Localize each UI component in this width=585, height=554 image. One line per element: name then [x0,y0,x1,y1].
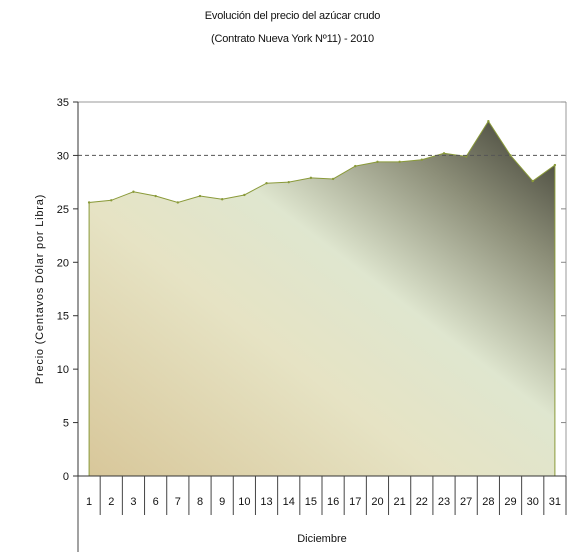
data-point-29 [509,154,512,157]
x-tick-label-10: 10 [238,496,250,508]
x-tick-label-14: 14 [283,496,295,508]
data-point-28 [487,120,490,123]
x-tick-label-1: 1 [86,496,92,508]
x-axis-label: Diciembre [297,533,347,545]
data-point-16 [331,177,335,181]
data-point-8 [198,194,202,198]
data-point-13 [265,182,268,185]
x-tick-label-21: 21 [394,496,406,508]
x-tick-label-28: 28 [482,496,494,508]
x-tick-label-7: 7 [175,496,181,508]
y-tick-label-10: 10 [57,364,69,376]
chart-subtitle: (Contrato Nueva York Nº11) - 2010 [211,33,374,45]
x-tick-label-6: 6 [153,496,159,508]
data-point-15 [309,176,313,180]
y-tick-label-30: 30 [57,150,69,162]
x-tick-label-13: 13 [260,496,272,508]
x-tick-label-20: 20 [371,496,383,508]
x-tick-label-29: 29 [504,496,516,508]
x-tick-label-3: 3 [130,496,136,508]
y-tick-label-0: 0 [63,471,69,483]
x-tick-label-16: 16 [327,496,339,508]
data-point-30 [531,179,534,183]
data-point-22 [420,158,424,161]
x-tick-label-22: 22 [416,496,428,508]
x-tick-label-27: 27 [460,496,472,508]
y-tick-label-20: 20 [57,257,69,269]
data-point-14 [287,180,290,184]
x-tick-label-8: 8 [197,496,203,508]
data-point-21 [398,160,401,164]
y-axis-label: Precio (Centavos Dólar por Libra) [34,194,46,384]
data-point-9 [220,198,224,201]
data-point-23 [442,152,446,155]
data-point-20 [376,160,379,164]
data-point-6 [154,194,157,198]
data-point-10 [243,193,246,197]
x-tick-label-30: 30 [527,496,539,508]
price-area [88,120,556,477]
data-point-31 [553,163,557,167]
x-tick-label-2: 2 [108,496,114,508]
data-point-2 [110,199,113,202]
y-tick-label-35: 35 [57,97,69,109]
x-tick-label-17: 17 [349,496,361,508]
x-tick-label-9: 9 [219,496,225,508]
data-point-1 [87,201,91,204]
x-tick-label-15: 15 [305,496,317,508]
y-tick-label-5: 5 [63,418,69,430]
data-point-3 [132,190,135,193]
data-point-17 [354,164,357,168]
x-tick-label-23: 23 [438,496,450,508]
y-tick-label-25: 25 [57,204,69,216]
x-tick-label-31: 31 [549,496,561,508]
chart-title: Evolución del precio del azúcar crudo [204,10,381,22]
y-tick-label-15: 15 [57,311,69,323]
data-point-7 [176,201,180,204]
